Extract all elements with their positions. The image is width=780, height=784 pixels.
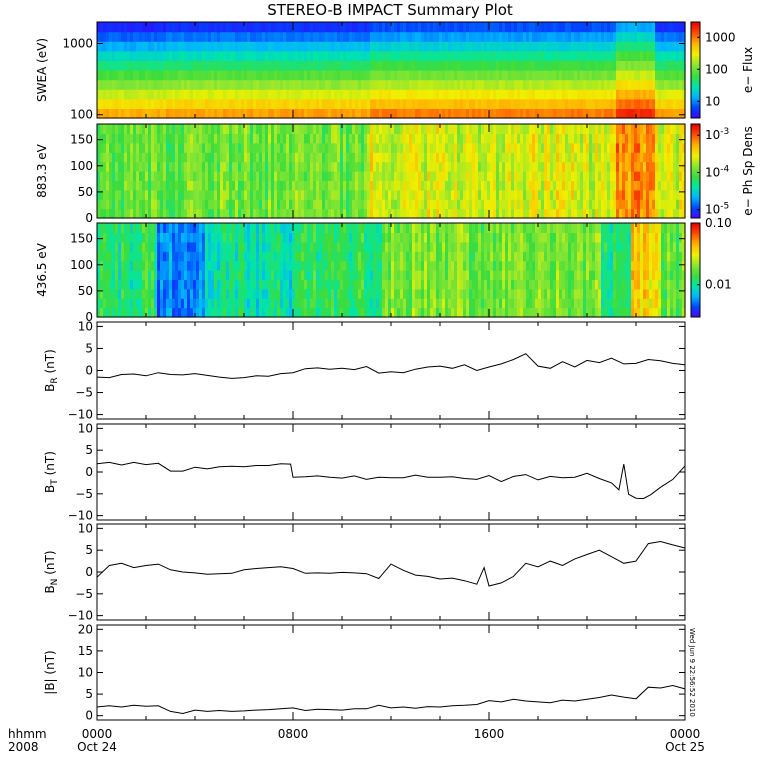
y-tick-label: 100 xyxy=(70,108,93,122)
y-tick-label: 1000 xyxy=(62,36,93,50)
plot-title: STEREO-B IMPACT Summary Plot xyxy=(0,1,780,19)
colorbar-label: e− Flux xyxy=(741,47,755,93)
colorbar-tick-label: 10-3 xyxy=(705,127,729,142)
y-tick-label: 50 xyxy=(78,185,93,199)
y-tick-label: 100 xyxy=(70,159,93,173)
y-axis-label: SWEA (eV) xyxy=(35,38,49,102)
spectrogram-2 xyxy=(97,223,686,318)
spectrogram-0 xyxy=(97,22,686,119)
colorbar-1 xyxy=(691,124,700,219)
y-tick-label: 150 xyxy=(70,133,93,147)
colorbar-tick-label: 10-5 xyxy=(705,202,729,217)
y-axis-label: 883.3 eV xyxy=(35,143,49,198)
colorbar-tick-label: 10-4 xyxy=(705,164,730,179)
colorbar-0 xyxy=(691,22,700,119)
spectrogram-1 xyxy=(97,124,686,219)
colorbar-tick-label: 10 xyxy=(705,94,720,108)
colorbar-label: e− Ph Sp Dens xyxy=(741,126,755,215)
colorbar-tick-label: 1000 xyxy=(705,30,736,44)
colorbar-tick-label: 100 xyxy=(705,62,728,76)
y-tick-label: 0 xyxy=(85,211,93,225)
